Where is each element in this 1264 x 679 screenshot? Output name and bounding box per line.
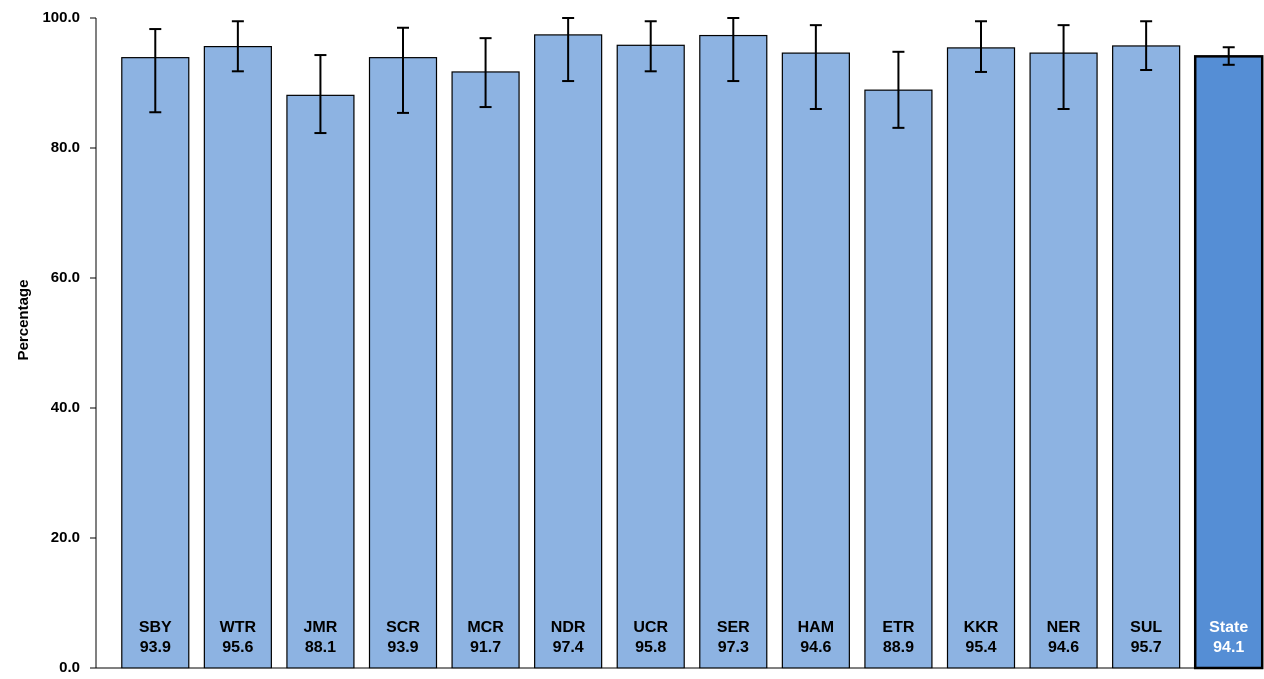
bar <box>864 89 933 669</box>
bar <box>203 45 272 669</box>
category-label: UCR <box>633 619 668 636</box>
category-label: SER <box>717 619 750 636</box>
bar <box>368 57 438 669</box>
value-label: 93.9 <box>140 639 171 656</box>
bar <box>121 57 190 669</box>
category-label: SBY <box>139 619 172 636</box>
category-label: HAM <box>798 619 834 636</box>
value-label: 88.9 <box>883 639 914 656</box>
y-tick-label: 60.0 <box>51 269 80 286</box>
category-label: JMR <box>304 619 338 636</box>
value-label: 95.8 <box>635 639 666 656</box>
value-label: 97.3 <box>718 639 749 656</box>
value-label: 97.4 <box>553 639 584 656</box>
value-label: 94.1 <box>1213 639 1244 656</box>
category-label: NER <box>1047 619 1081 636</box>
bar <box>781 52 850 669</box>
y-axis-label: Percentage <box>15 280 32 361</box>
category-label: ETR <box>882 619 914 636</box>
bar <box>534 34 603 669</box>
category-label: SUL <box>1130 619 1162 636</box>
value-label: 93.9 <box>387 639 418 656</box>
value-label: 95.4 <box>965 639 996 656</box>
value-label: 88.1 <box>305 639 336 656</box>
y-tick-label: 80.0 <box>51 139 80 156</box>
value-label: 94.6 <box>800 639 831 656</box>
category-label: MCR <box>467 619 504 636</box>
bar <box>616 44 685 669</box>
y-tick-label: 40.0 <box>51 399 80 416</box>
category-label: NDR <box>551 619 586 636</box>
value-label: 95.6 <box>222 639 253 656</box>
bar <box>699 34 768 669</box>
category-label: WTR <box>220 619 257 636</box>
bar <box>946 47 1016 669</box>
bar <box>451 71 520 669</box>
value-label: 94.6 <box>1048 639 1079 656</box>
category-label: SCR <box>386 619 420 636</box>
category-label: KKR <box>964 619 999 636</box>
value-label: 91.7 <box>470 639 501 656</box>
category-label: State <box>1209 619 1248 636</box>
y-tick-label: 100.0 <box>42 9 80 26</box>
bar <box>1193 55 1264 670</box>
bar <box>1112 45 1181 669</box>
value-label: 95.7 <box>1131 639 1162 656</box>
bar <box>1029 52 1098 669</box>
y-tick-label: 20.0 <box>51 529 80 546</box>
y-tick-label: 0.0 <box>59 659 80 676</box>
bar <box>286 94 355 669</box>
